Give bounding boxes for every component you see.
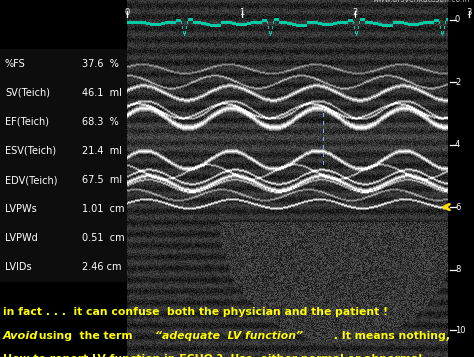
Text: 21.4  ml: 21.4 ml: [82, 146, 122, 156]
Text: 0: 0: [124, 8, 129, 17]
Text: LVPWd: LVPWd: [5, 233, 38, 243]
Text: 10: 10: [455, 326, 465, 335]
Text: %FS: %FS: [5, 59, 26, 69]
Text: 1: 1: [239, 8, 244, 17]
Text: 2.46 cm: 2.46 cm: [82, 262, 121, 272]
Text: SV(Teich): SV(Teich): [5, 88, 50, 98]
Text: 3: 3: [466, 8, 472, 17]
Text: 46.1  ml: 46.1 ml: [82, 88, 122, 98]
Text: 67.5  ml: 67.5 ml: [82, 175, 122, 185]
Text: 8: 8: [455, 265, 460, 274]
Text: in fact . . .  it can confuse  both the physician and the patient !: in fact . . . it can confuse both the ph…: [3, 307, 388, 317]
Text: 1.01  cm: 1.01 cm: [82, 204, 125, 214]
Text: . It means nothing,: . It means nothing,: [330, 331, 450, 341]
Text: 6: 6: [455, 202, 460, 212]
Text: 68.3  %: 68.3 %: [82, 117, 119, 127]
Text: ESV(Teich): ESV(Teich): [5, 146, 56, 156]
Text: How to report LV function in ECHO ?  Use  either normal or abnormal.: How to report LV function in ECHO ? Use …: [3, 354, 427, 357]
Text: LVIDs: LVIDs: [5, 262, 32, 272]
Text: EF(Teich): EF(Teich): [5, 117, 49, 127]
Text: “adequate  LV function”: “adequate LV function”: [155, 331, 303, 341]
Text: www.drsvenkatesan.co.in: www.drsvenkatesan.co.in: [373, 0, 470, 4]
Text: using  the term: using the term: [35, 331, 137, 341]
Text: 0: 0: [455, 15, 460, 24]
Text: 2: 2: [455, 77, 460, 87]
Text: LVPWs: LVPWs: [5, 204, 37, 214]
Text: 0.51  cm: 0.51 cm: [82, 233, 125, 243]
Text: 37.6  %: 37.6 %: [82, 59, 119, 69]
Bar: [0, 49, 127, 282]
Text: EDV(Teich): EDV(Teich): [5, 175, 57, 185]
Text: 4: 4: [455, 140, 460, 149]
Text: Avoid: Avoid: [3, 331, 38, 341]
Text: 2: 2: [352, 8, 357, 17]
